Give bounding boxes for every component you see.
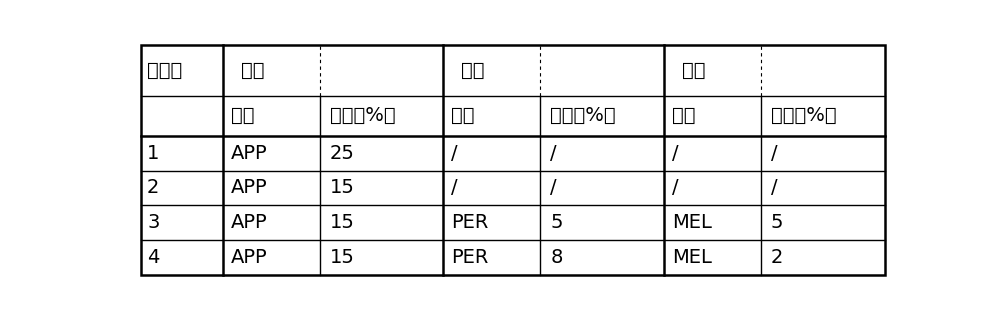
- Text: 5: 5: [771, 213, 783, 232]
- Text: PER: PER: [451, 248, 489, 267]
- Text: 5: 5: [550, 213, 563, 232]
- Text: 组分: 组分: [451, 107, 475, 126]
- Text: 15: 15: [330, 248, 355, 267]
- Text: 组分: 组分: [231, 107, 254, 126]
- Text: APP: APP: [231, 248, 267, 267]
- Text: 2: 2: [147, 178, 159, 197]
- Text: MEL: MEL: [672, 213, 712, 232]
- Text: MEL: MEL: [672, 248, 712, 267]
- Text: 8: 8: [550, 248, 563, 267]
- Text: 对比例: 对比例: [147, 61, 182, 80]
- Text: APP: APP: [231, 213, 267, 232]
- Text: 15: 15: [330, 213, 355, 232]
- Text: APP: APP: [231, 144, 267, 163]
- Text: /: /: [451, 144, 458, 163]
- Text: APP: APP: [231, 178, 267, 197]
- Text: 4: 4: [147, 248, 159, 267]
- Text: PER: PER: [451, 213, 489, 232]
- Text: /: /: [771, 178, 777, 197]
- Text: 用量（%）: 用量（%）: [330, 107, 395, 126]
- Text: 组分: 组分: [672, 107, 695, 126]
- Text: /: /: [672, 178, 678, 197]
- Text: 气源: 气源: [682, 61, 705, 80]
- Text: 用量（%）: 用量（%）: [550, 107, 616, 126]
- Text: /: /: [771, 144, 777, 163]
- Text: 15: 15: [330, 178, 355, 197]
- Text: 用量（%）: 用量（%）: [771, 107, 836, 126]
- Text: 酸源: 酸源: [241, 61, 264, 80]
- Text: 3: 3: [147, 213, 159, 232]
- Text: 碘源: 碘源: [461, 61, 485, 80]
- Text: /: /: [451, 178, 458, 197]
- Text: /: /: [672, 144, 678, 163]
- Text: /: /: [550, 178, 557, 197]
- Text: 2: 2: [771, 248, 783, 267]
- Text: 25: 25: [330, 144, 355, 163]
- Text: 1: 1: [147, 144, 159, 163]
- Text: /: /: [550, 144, 557, 163]
